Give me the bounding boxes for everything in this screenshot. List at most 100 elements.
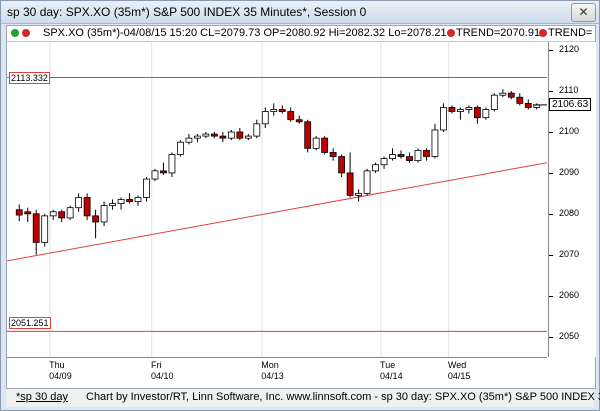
price-tick-label: 2070 [559, 248, 580, 259]
candle-body [414, 150, 422, 162]
candle-body [380, 158, 388, 166]
candle-body [278, 109, 286, 112]
candle-body [109, 203, 116, 207]
price-tick-mark [549, 254, 553, 256]
time-axis[interactable]: Thu04/0909:30Fri04/1009:30Mon04/1309:30T… [7, 357, 547, 407]
candle-body [83, 197, 91, 217]
price-tick-mark [549, 91, 553, 93]
candle-body [346, 172, 354, 196]
last-price-label: 2106.63 [549, 97, 592, 111]
day-label: Wed [447, 360, 467, 370]
ohlc-readout: SPX.XO (35m*)-04/08/15 15:20 CL=2079.73 … [43, 27, 447, 39]
candle-body [202, 133, 210, 137]
candle-body [440, 107, 447, 131]
candle-body [92, 215, 99, 223]
candle-body [524, 102, 532, 108]
candle-body [49, 211, 57, 217]
candle-body [15, 209, 23, 216]
candle-body [177, 141, 184, 155]
candle-body [168, 154, 176, 174]
candle-body [431, 129, 439, 157]
candle-body [473, 107, 481, 119]
chart-frame: SPX.XO (35m*)-04/08/15 15:20 CL=2079.73 … [6, 25, 596, 407]
candle-body [363, 170, 371, 194]
candle-body [244, 135, 252, 139]
price-axis[interactable]: 2106.63 2050 2060 2070 2080 2090 2100 2110 2120 [548, 42, 596, 357]
candle-body [100, 205, 108, 223]
candle-body [448, 107, 456, 112]
candle-body [58, 211, 66, 219]
price-tick-mark [549, 132, 553, 133]
lower-level-label: 2051.251 [9, 317, 51, 329]
candle-body [236, 131, 244, 139]
candle-body [457, 109, 464, 112]
candle-body [482, 109, 490, 119]
candle-body [490, 94, 498, 110]
candle-body [423, 150, 430, 157]
candle-body [406, 156, 413, 162]
candle-body [194, 135, 201, 139]
candle-body [151, 170, 159, 180]
date-label: 04/13 [261, 371, 284, 381]
candle-body [312, 137, 320, 149]
status-bar: *sp 30 day Chart by Investor/RT, Linn So… [6, 389, 600, 407]
price-tick-mark [549, 336, 553, 338]
green-dot-icon [11, 29, 19, 37]
candle-body [465, 107, 473, 110]
price-tick-label: 2110 [559, 85, 579, 96]
candle-body [253, 123, 261, 137]
trend2-dot-icon [539, 29, 547, 37]
candle-body [261, 111, 269, 125]
price-tick-label: 2100 [559, 126, 580, 136]
candle-body [287, 111, 295, 121]
candle-body [372, 164, 379, 172]
candle-body [24, 211, 32, 215]
day-label: Thu [49, 360, 65, 370]
date-label: 04/15 [447, 371, 471, 381]
status-chart-name[interactable]: *sp 30 day [16, 391, 68, 403]
price-tick-mark [549, 172, 553, 174]
candle-body [160, 170, 167, 174]
day-label: Mon [261, 360, 279, 370]
candle-body [66, 207, 74, 219]
price-tick-mark [549, 295, 553, 297]
trend-line [6, 162, 548, 262]
date-label: 04/14 [380, 371, 403, 381]
price-tick-label: 2080 [559, 207, 580, 218]
candle-body [41, 215, 49, 243]
date-label: 04/09 [49, 371, 72, 381]
status-credit: Chart by Investor/RT, Linn Software, Inc… [86, 391, 600, 403]
candle-body [117, 199, 125, 204]
close-icon[interactable]: ✕ [571, 3, 596, 22]
day-label: Tue [380, 360, 396, 370]
candle-body [499, 92, 507, 96]
candle-body [210, 133, 218, 137]
trend-readout: TREND=2070.91 [456, 27, 541, 39]
candle-body [227, 131, 235, 139]
candle-body [143, 178, 150, 198]
candle-body [304, 121, 312, 149]
trend2-readout: TREND= [548, 27, 593, 39]
day-label: Fri [150, 360, 162, 370]
trend-dot-icon [447, 29, 455, 37]
price-tick-mark [549, 213, 553, 215]
info-bar: SPX.XO (35m*)-04/08/15 15:20 CL=2079.73 … [7, 26, 595, 42]
title-bar[interactable]: sp 30 day: SPX.XO (35m*) S&P 500 INDEX 3… [1, 1, 599, 24]
candle-body [270, 109, 278, 112]
date-label: 04/10 [150, 371, 174, 381]
price-tick-mark [549, 50, 553, 52]
upper-level-label: 2113.332 [9, 72, 50, 84]
candle-body [397, 154, 405, 157]
candlestick-chart[interactable] [6, 42, 548, 357]
candle-body [75, 197, 83, 209]
candle-body [507, 92, 515, 98]
candle-body [219, 135, 227, 139]
candle-body [389, 154, 396, 159]
price-tick-label: 2050 [559, 330, 580, 341]
candle-body [338, 156, 346, 174]
candle-body [185, 137, 193, 143]
candle-body [32, 213, 40, 243]
candle-body [321, 137, 329, 153]
price-pane[interactable]: 2113.332 2051.251 [6, 42, 548, 357]
